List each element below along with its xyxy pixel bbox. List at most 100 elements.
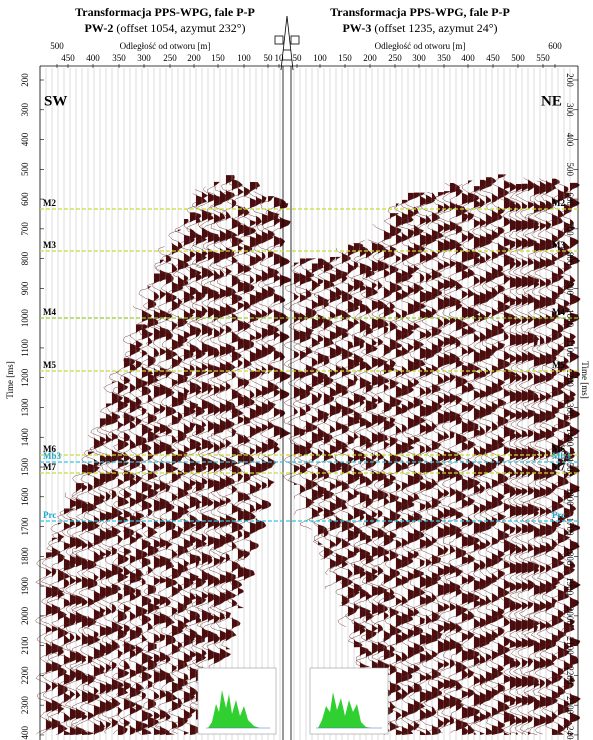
spectrum-inset-left: [197, 667, 277, 735]
time-tick-label: 300: [20, 103, 30, 117]
trace-wiggle: [255, 196, 280, 489]
distance-tick-label: 550: [536, 53, 550, 63]
time-tick-label: 1900: [565, 577, 575, 596]
time-tick-label: 600: [20, 192, 30, 206]
trace-wiggle: [293, 258, 319, 515]
trace-wiggle: [100, 381, 125, 734]
trace-wiggle: [135, 286, 160, 735]
time-tick-label: 2000: [565, 607, 575, 626]
horizon-label: M2: [43, 198, 56, 208]
trace-fill: [172, 243, 184, 735]
trace-wiggle: [87, 418, 112, 735]
trace-fill: [294, 262, 305, 485]
time-tick-label: 500: [20, 162, 30, 176]
horizon-label: M7: [552, 462, 565, 472]
distance-tick-label: 50: [293, 53, 303, 63]
horizon-label: M3: [43, 240, 56, 250]
trace-wiggle: [58, 492, 82, 735]
trace-fill: [52, 537, 64, 735]
left-well: PW-2: [84, 21, 113, 35]
trace-wiggle: [153, 246, 179, 735]
distance-tick-label: 150: [338, 53, 352, 63]
time-tick-label: 200: [20, 73, 30, 87]
horizon-label: M2: [552, 198, 565, 208]
trace-wiggle: [558, 182, 581, 736]
trace-wiggle: [335, 244, 361, 627]
time-tick-label: 2300: [20, 696, 30, 715]
trace-wiggle: [46, 522, 71, 735]
trace-fill: [160, 259, 173, 735]
horizon-label: Mb3: [552, 451, 571, 461]
trace-fill: [354, 243, 366, 648]
trace-fill: [378, 239, 390, 729]
distance-tick-label: 50: [264, 53, 274, 63]
horizon-label: M5: [552, 360, 565, 370]
trace-wiggle: [545, 185, 571, 734]
distance-tick-label: 100: [237, 53, 251, 63]
trace-fill: [480, 179, 493, 735]
time-tick-label: 400: [565, 133, 575, 147]
right-well: PW-3: [342, 21, 371, 35]
right-subtitle: PW-3 (offset 1235, azymut 24°): [342, 21, 497, 35]
time-tick-label: 500: [565, 163, 575, 177]
trace-fill: [226, 175, 238, 650]
time-tick-label: 1700: [20, 517, 30, 536]
time-tick-label: 1300: [20, 398, 30, 417]
trace-fill: [330, 256, 343, 575]
seismic-traces: [35, 68, 581, 740]
trace-wiggle: [147, 259, 173, 734]
trace-fill: [516, 183, 529, 735]
time-tick-label: 1800: [20, 547, 30, 566]
left-axis-label: Odległość od otworu [m]: [120, 41, 211, 51]
trace-fill: [208, 186, 220, 693]
spectrum-inset-right: [309, 667, 389, 735]
distance-tick-label: 500: [511, 53, 525, 63]
trace-fill: [238, 181, 250, 609]
horizon-label: Prc: [43, 510, 56, 520]
distance-tick-label: 400: [461, 53, 475, 63]
trace-fill: [196, 193, 207, 721]
time-tick-label: 1500: [565, 458, 575, 477]
horizon-label: M4: [552, 307, 565, 317]
trace-wiggle: [437, 182, 463, 734]
time-tick-label: 1400: [20, 428, 30, 447]
time-tick-label: 2400: [20, 725, 30, 740]
trace-fill: [504, 180, 517, 736]
trace-wiggle: [378, 212, 403, 734]
distance-tick-label: 200: [187, 53, 201, 63]
distance-tick-label: 300: [412, 53, 426, 63]
time-tick-label: 800: [565, 252, 575, 266]
horizon-label: Mb3: [43, 451, 62, 461]
time-tick-label: 300: [565, 103, 575, 117]
trace-fill: [112, 381, 125, 735]
distance-tick-label: 250: [163, 53, 177, 63]
horizon-label: M3: [552, 240, 565, 250]
time-tick-label: 400: [20, 132, 30, 146]
distance-tick-label: 250: [388, 53, 402, 63]
time-tick-label: 2200: [565, 666, 575, 685]
right-axis-label: Odległość od otworu [m]: [375, 41, 466, 51]
time-tick-label: 2400: [565, 726, 575, 740]
right-direction: NE: [541, 93, 562, 109]
trace-fill: [534, 182, 546, 735]
trace-fill: [94, 435, 106, 735]
trace-wiggle: [65, 483, 88, 734]
trace-fill: [70, 492, 81, 735]
trace-wiggle: [226, 181, 250, 609]
trace-wiggle: [123, 324, 149, 735]
trace-fill: [546, 178, 558, 736]
trace-wiggle: [479, 182, 505, 734]
trace-fill: [148, 286, 160, 735]
trace-fill: [552, 178, 565, 735]
time-tick-label: 200: [565, 73, 575, 87]
trace-wiggle: [419, 192, 444, 735]
time-tick-label: 2300: [565, 696, 575, 715]
right-offset: (offset 1235, azymut 24°): [374, 21, 497, 35]
time-tick-label: 1900: [20, 577, 30, 596]
trace-fill: [100, 418, 112, 735]
trace-fill: [300, 258, 312, 500]
trace-wiggle: [366, 239, 391, 728]
trace-wiggle: [196, 186, 221, 691]
distance-tick-label: 200: [363, 53, 377, 63]
